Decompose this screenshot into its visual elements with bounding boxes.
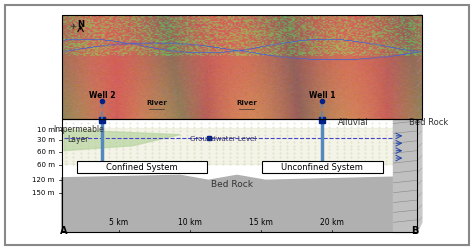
Text: 10 km: 10 km [178,218,201,227]
Text: Bed Rock: Bed Rock [211,180,253,188]
Text: 10 m: 10 m [36,127,55,133]
Text: B: B [411,226,419,236]
Polygon shape [64,130,180,151]
Text: 15 km: 15 km [249,218,273,227]
Text: River: River [236,100,257,106]
Polygon shape [62,175,417,232]
Text: N: N [77,20,84,29]
Text: Confined System: Confined System [106,163,178,172]
Text: 120 m: 120 m [32,177,55,183]
Bar [64,128,412,164]
Text: 60 m: 60 m [36,163,55,168]
Polygon shape [393,119,417,232]
Bar [62,119,417,232]
FancyBboxPatch shape [262,161,383,173]
Bar [62,119,417,232]
Text: Groundwater Level: Groundwater Level [190,136,256,142]
Text: 60 m: 60 m [36,149,55,155]
Text: Well 1: Well 1 [309,91,336,100]
Text: River: River [146,100,167,106]
Text: A: A [60,226,68,236]
Text: 5 km: 5 km [109,218,128,227]
Text: 30 m: 30 m [36,137,55,143]
Text: Impermeable
Layer: Impermeable Layer [53,125,104,144]
Text: Alluvial: Alluvial [338,118,368,127]
Text: ✈: ✈ [70,21,77,30]
FancyBboxPatch shape [77,161,207,173]
Bar [62,15,422,119]
Text: Bed Rock: Bed Rock [410,118,448,127]
Text: Unconfined System: Unconfined System [282,163,363,172]
Polygon shape [417,15,422,232]
Text: 150 m: 150 m [32,190,55,196]
Text: 20 km: 20 km [320,218,344,227]
Text: Well 2: Well 2 [89,91,115,100]
